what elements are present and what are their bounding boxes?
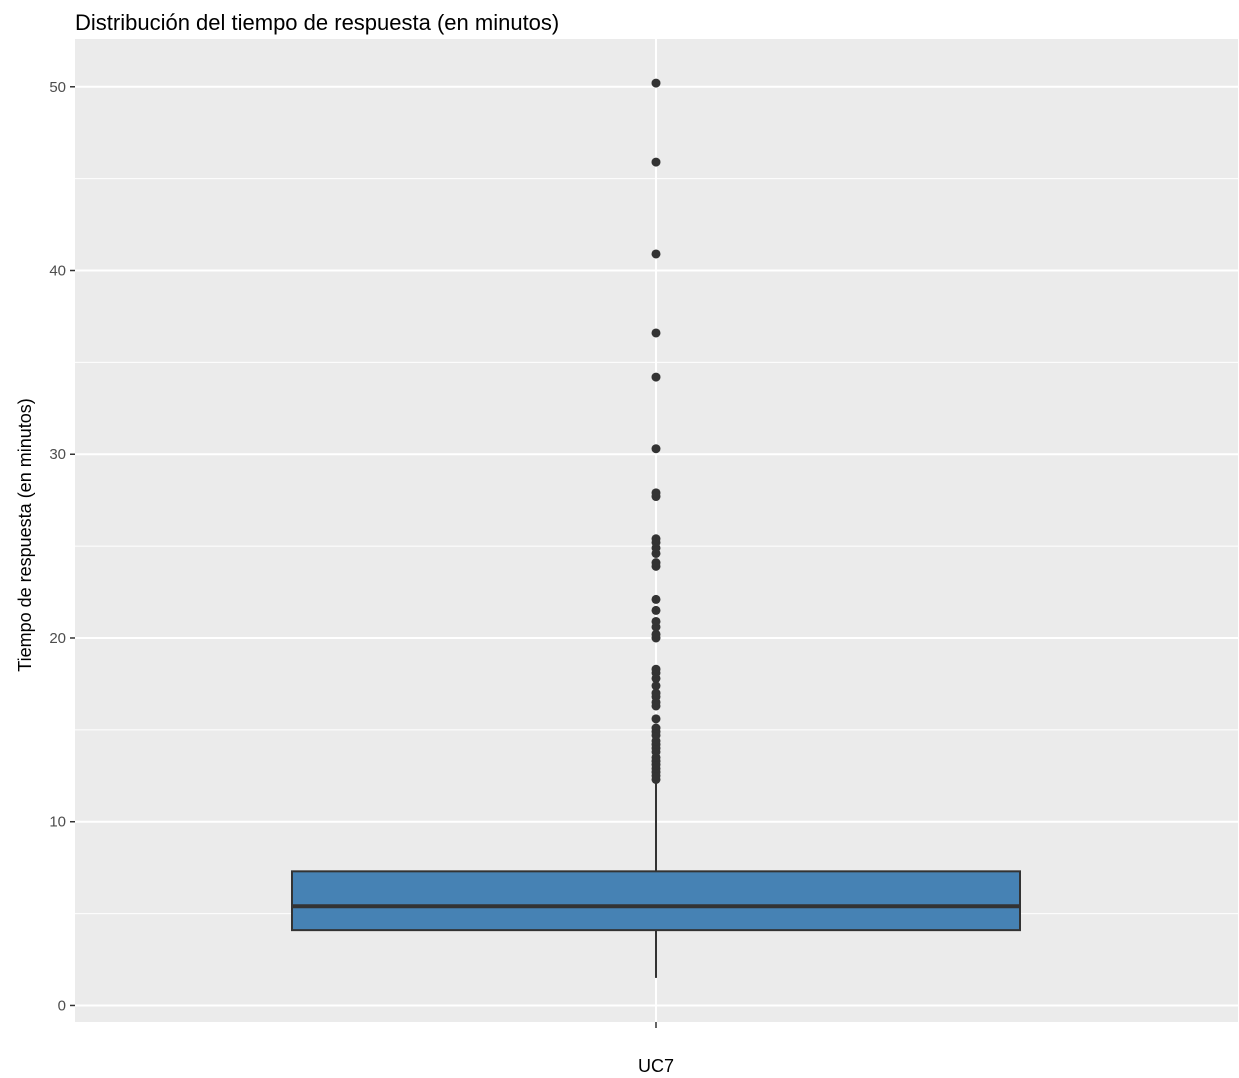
y-tick-label: 30 <box>49 446 66 463</box>
y-tick-label: 40 <box>49 263 66 280</box>
outlier-point <box>651 372 661 382</box>
outlier-point <box>651 534 661 544</box>
box-group <box>291 781 1021 978</box>
x-axis-title: UC7 <box>638 1056 674 1076</box>
outlier-point <box>651 488 661 498</box>
chart-title: Distribución del tiempo de respuesta (en… <box>75 10 559 35</box>
outlier-point <box>651 249 661 259</box>
y-tick-label: 20 <box>49 630 66 647</box>
outlier-point <box>651 723 661 733</box>
outlier-point <box>651 558 661 568</box>
outlier-point <box>651 714 661 724</box>
outlier-point <box>651 616 661 626</box>
outliers-group <box>651 78 661 784</box>
outlier-point <box>651 328 661 338</box>
outlier-point <box>651 629 661 639</box>
y-tick-label: 0 <box>58 997 66 1014</box>
outlier-point <box>651 157 661 167</box>
y-tick-label: 50 <box>49 79 66 96</box>
outlier-point <box>651 664 661 674</box>
outlier-point <box>651 681 661 691</box>
outlier-point <box>651 78 661 88</box>
outlier-point <box>651 444 661 454</box>
y-tick-label: 10 <box>49 814 66 831</box>
axes-group: 0 10 20 30 40 50 <box>49 79 657 1028</box>
outlier-point <box>651 594 661 604</box>
outlier-point <box>651 605 661 615</box>
y-axis-title: Tiempo de respuesta (en minutos) <box>15 398 35 671</box>
iqr-box <box>291 870 1021 932</box>
outlier-point <box>651 688 661 698</box>
